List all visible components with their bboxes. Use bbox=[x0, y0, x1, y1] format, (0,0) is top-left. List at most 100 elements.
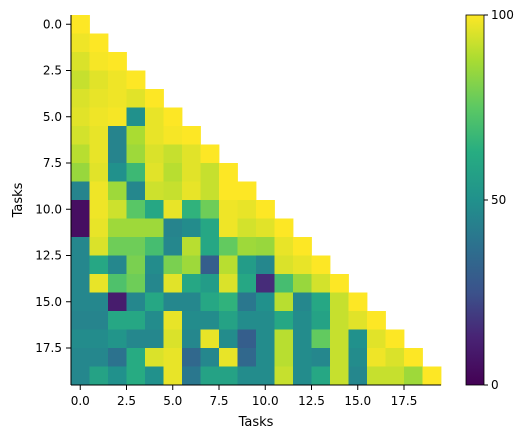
heatmap-cell bbox=[145, 292, 164, 312]
heatmap-cells bbox=[71, 15, 442, 386]
heatmap-cell bbox=[256, 255, 275, 275]
x-tick-label: 15.0 bbox=[344, 394, 371, 408]
heatmap-cell bbox=[71, 126, 90, 145]
y-tick-label: 5.0 bbox=[43, 110, 62, 124]
heatmap-cell bbox=[89, 348, 109, 367]
heatmap-cell bbox=[256, 274, 275, 293]
heatmap-cell bbox=[182, 311, 201, 330]
x-tick-label: 17.5 bbox=[391, 394, 418, 408]
heatmap-cell bbox=[237, 366, 257, 386]
y-tick-label: 15.0 bbox=[35, 295, 62, 309]
heatmap-cell bbox=[182, 292, 201, 312]
heatmap-cell bbox=[71, 292, 90, 312]
heatmap-cell bbox=[108, 366, 127, 386]
heatmap-cell bbox=[163, 366, 183, 386]
heatmap-cell bbox=[126, 218, 146, 238]
heatmap-cell bbox=[182, 348, 201, 367]
heatmap-cell bbox=[404, 348, 423, 367]
heatmap-cell bbox=[126, 366, 146, 386]
heatmap-cell bbox=[71, 348, 90, 367]
heatmap-cell bbox=[89, 52, 109, 71]
heatmap-cell bbox=[108, 181, 127, 201]
heatmap-cell bbox=[108, 107, 127, 127]
heatmap-cell bbox=[237, 255, 257, 275]
heatmap-cell bbox=[404, 366, 423, 386]
heatmap-cell bbox=[274, 274, 294, 293]
colorbar-gradient bbox=[465, 14, 485, 386]
heatmap-cell bbox=[385, 366, 405, 386]
heatmap-cell bbox=[108, 200, 127, 219]
heatmap-cell bbox=[348, 292, 368, 312]
heatmap-cell bbox=[219, 163, 238, 182]
heatmap-cell bbox=[385, 329, 405, 349]
heatmap-cell bbox=[219, 292, 238, 312]
heatmap-cell bbox=[163, 163, 183, 182]
heatmap-cell bbox=[293, 329, 312, 349]
heatmap-cell bbox=[89, 200, 109, 219]
heatmap-cell bbox=[293, 237, 312, 256]
heatmap-cell bbox=[163, 126, 183, 145]
heatmap-cell bbox=[126, 348, 146, 367]
heatmap-cell bbox=[126, 70, 146, 90]
heatmap-cell bbox=[89, 274, 109, 293]
heatmap-cell bbox=[219, 237, 238, 256]
heatmap-cell bbox=[348, 311, 368, 330]
heatmap-cell bbox=[108, 144, 127, 164]
heatmap-cell bbox=[200, 348, 220, 367]
heatmap-cell bbox=[274, 329, 294, 349]
heatmap-cell bbox=[89, 163, 109, 182]
heatmap-cell bbox=[182, 163, 201, 182]
heatmap-cell bbox=[182, 126, 201, 145]
heatmap-cell bbox=[182, 366, 201, 386]
heatmap-cell bbox=[274, 366, 294, 386]
heatmap-cell bbox=[89, 311, 109, 330]
chart-axes: 0.0 0.0 2.5 2.5 5.0 5.0 7.5 7.5 10.0 10.0 12.5 12.5… bbox=[35, 15, 441, 408]
heatmap-cell bbox=[348, 348, 368, 367]
heatmap-cell bbox=[71, 311, 90, 330]
heatmap-cell bbox=[182, 218, 201, 238]
heatmap-cell bbox=[145, 274, 164, 293]
heatmap-cell bbox=[200, 144, 220, 164]
heatmap-cell bbox=[311, 348, 331, 367]
heatmap-cell bbox=[163, 311, 183, 330]
y-tick-label: 10.0 bbox=[35, 202, 62, 216]
heatmap-cell bbox=[330, 329, 349, 349]
heatmap-cell bbox=[330, 311, 349, 330]
heatmap-cell bbox=[126, 200, 146, 219]
heatmap-cell bbox=[200, 218, 220, 238]
heatmap-cell bbox=[145, 89, 164, 108]
heatmap-cell bbox=[71, 163, 90, 182]
heatmap-cell bbox=[274, 311, 294, 330]
heatmap-cell bbox=[200, 255, 220, 275]
heatmap-cell bbox=[126, 181, 146, 201]
heatmap-cell bbox=[89, 33, 109, 53]
heatmap-cell bbox=[311, 366, 331, 386]
heatmap-cell bbox=[163, 107, 183, 127]
heatmap-cell bbox=[163, 292, 183, 312]
heatmap-cell bbox=[108, 311, 127, 330]
heatmap-cell bbox=[145, 255, 164, 275]
heatmap-cell bbox=[126, 126, 146, 145]
heatmap-cell bbox=[367, 329, 386, 349]
heatmap-cell bbox=[145, 237, 164, 256]
heatmap-cell bbox=[89, 292, 109, 312]
heatmap-cell bbox=[126, 311, 146, 330]
heatmap-cell bbox=[311, 292, 331, 312]
heatmap-cell bbox=[71, 144, 90, 164]
heatmap-cell bbox=[71, 89, 90, 108]
heatmap-cell bbox=[89, 329, 109, 349]
heatmap-cell bbox=[71, 200, 90, 219]
x-tick-label: 0.0 bbox=[71, 394, 90, 408]
y-tick-label: 0.0 bbox=[43, 17, 62, 31]
heatmap-cell bbox=[367, 311, 386, 330]
heatmap-cell bbox=[126, 329, 146, 349]
heatmap-cell bbox=[108, 255, 127, 275]
heatmap-cell bbox=[293, 274, 312, 293]
heatmap-cell bbox=[145, 144, 164, 164]
heatmap-cell bbox=[219, 311, 238, 330]
heatmap-cell bbox=[422, 366, 442, 386]
heatmap-cell bbox=[274, 292, 294, 312]
heatmap-cell bbox=[89, 70, 109, 90]
heatmap-cell bbox=[163, 200, 183, 219]
heatmap-cell bbox=[126, 144, 146, 164]
